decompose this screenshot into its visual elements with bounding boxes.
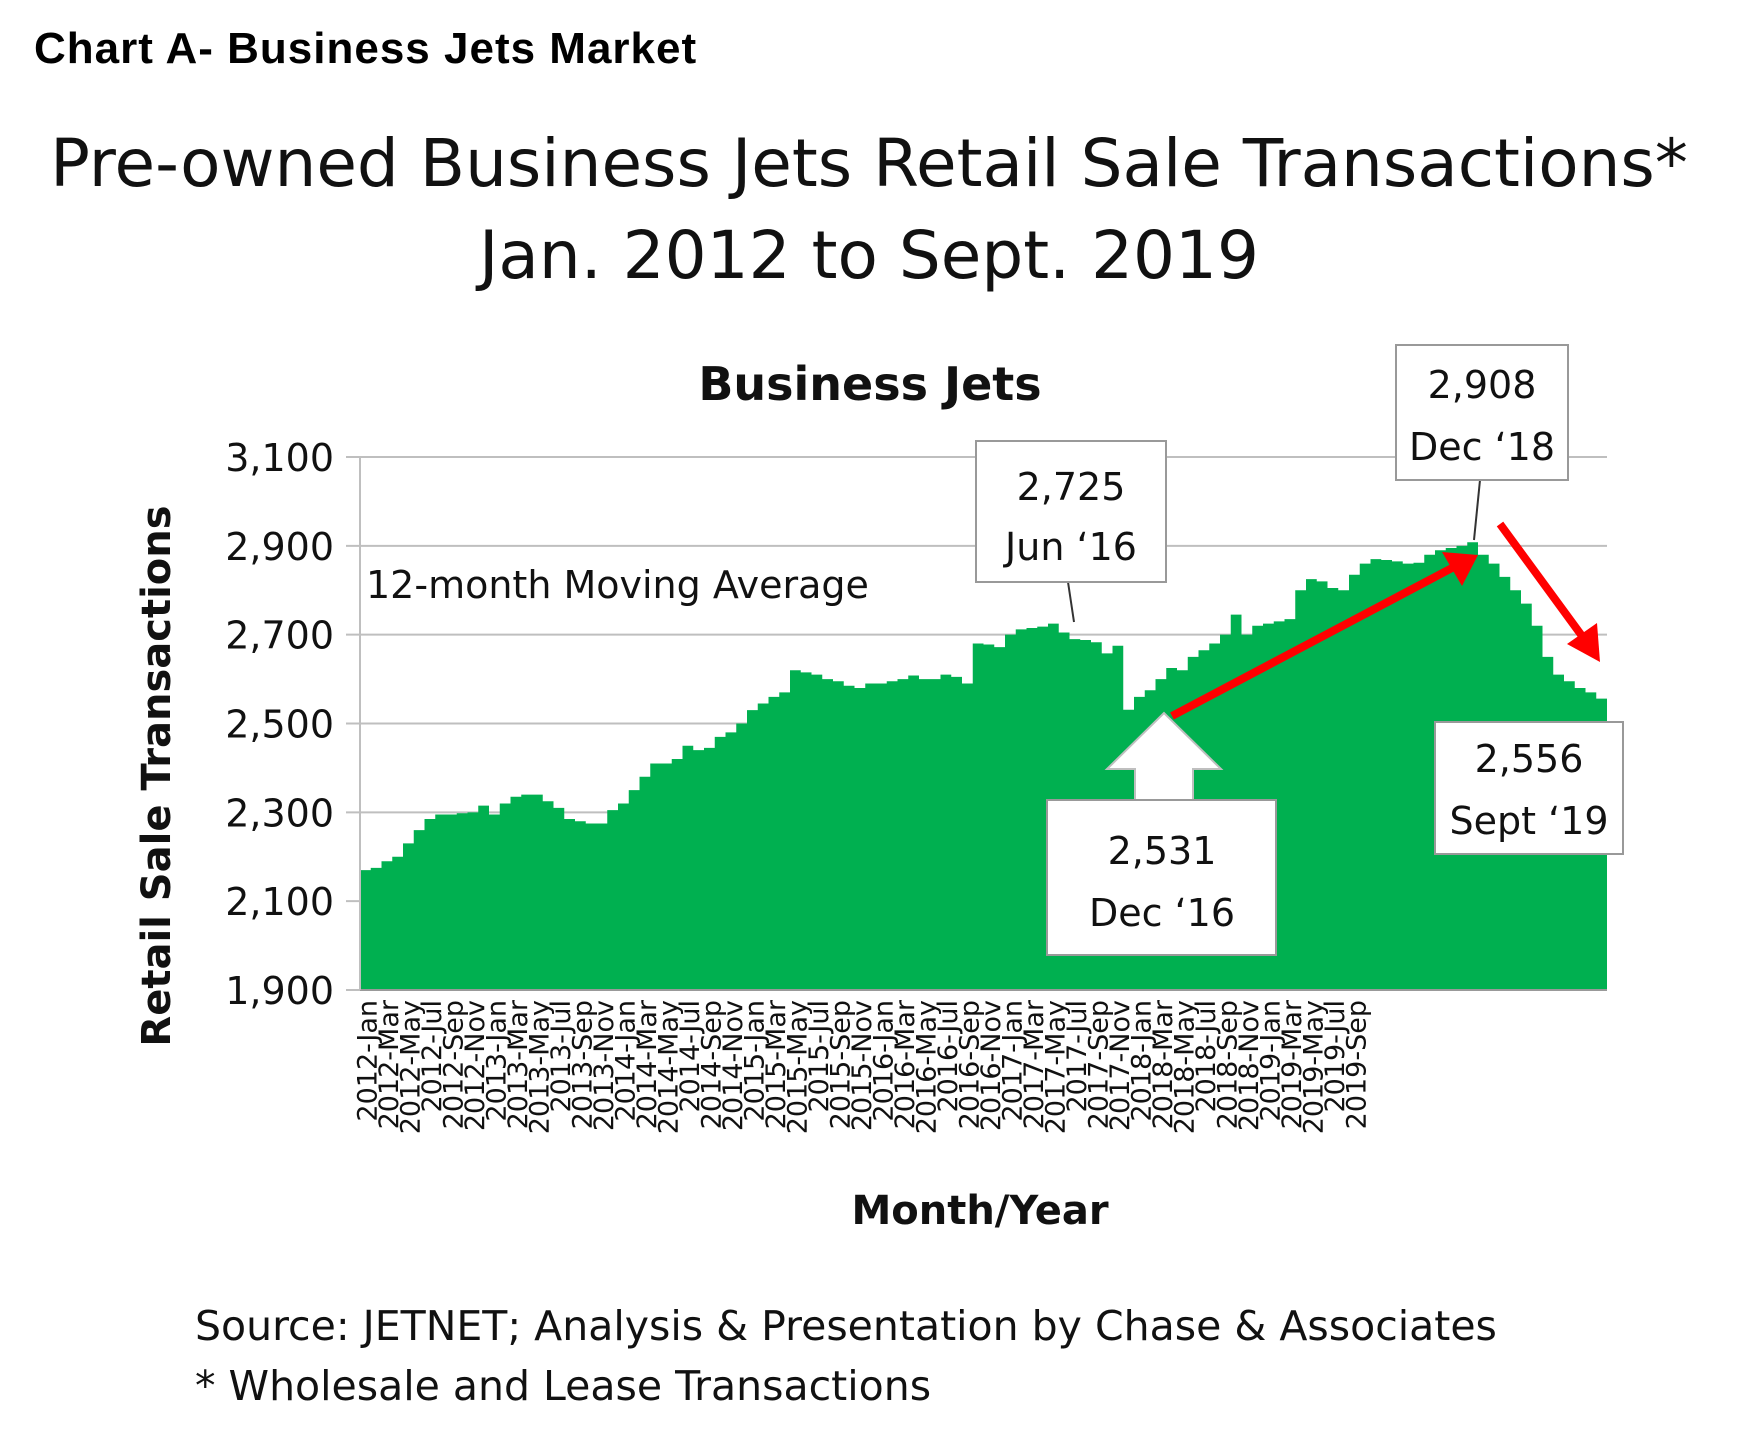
x-tick-label: 2012-Jul <box>417 1000 448 1113</box>
x-tick-label: 2019-May <box>1298 1000 1329 1134</box>
page-title: Pre-owned Business Jets Retail Sale Tran… <box>0 118 1738 302</box>
callout-jun-16: 2,725 Jun ‘16 <box>975 440 1167 623</box>
x-tick-label: 2017-Jan <box>997 1000 1028 1122</box>
x-tick-label: 2018-Jul <box>1191 1000 1222 1113</box>
x-tick-label: 2019-Jul <box>1320 1000 1351 1113</box>
x-tick-label: 2019-Jan <box>1255 1000 1286 1122</box>
x-tick-label: 2016-Mar <box>890 999 921 1129</box>
callout-sept-19: 2,556 Sept ‘19 <box>1434 721 1624 855</box>
x-tick-label: 2012-Jan <box>352 1000 383 1122</box>
x-tick-label: 2015-Jan <box>739 1000 770 1122</box>
moving-average-label: 12-month Moving Average <box>366 563 869 607</box>
x-tick-label: 2019-Sep <box>1341 1000 1372 1129</box>
x-tick-label: 2017-Nov <box>1105 1000 1136 1131</box>
falling-trend-arrow <box>1496 521 1600 662</box>
x-tick-label: 2017-May <box>1040 1000 1071 1134</box>
x-tick-label: 2017-Sep <box>1083 1000 1114 1129</box>
x-tick-label: 2013-Jul <box>546 1000 577 1113</box>
title-line-2: Jan. 2012 to Sept. 2019 <box>478 217 1260 294</box>
callout-jun-16-label: Jun ‘16 <box>1003 525 1137 569</box>
x-tick-label: 2014-Jan <box>610 1000 641 1122</box>
y-tick-labels: 1,900 2,100 2,300 2,500 2,700 2,900 3,100 <box>225 436 334 1013</box>
x-tick-label: 2014-May <box>653 1000 684 1134</box>
callout-dec-18: 2,908 Dec ‘18 <box>1395 344 1569 541</box>
x-tick-label: 2014-Sep <box>696 1000 727 1129</box>
x-tick-label: 2012-Mar <box>374 999 405 1129</box>
callout-dec-16-label: Dec ‘16 <box>1089 891 1235 935</box>
x-tick-label: 2016-Jan <box>868 1000 899 1122</box>
x-tick-label: 2013-May <box>524 1000 555 1134</box>
callout-sept-19-label: Sept ‘19 <box>1449 799 1608 843</box>
rising-trend-arrow <box>1170 552 1478 720</box>
x-tick-label: 2014-Nov <box>718 1000 749 1131</box>
x-tick-label: 2017-Mar <box>1019 999 1050 1129</box>
y-tick-label: 2,100 <box>225 880 334 924</box>
x-axis-label: Month/Year <box>851 1188 1108 1234</box>
moving-average-area <box>360 542 1607 990</box>
chart-title: Business Jets <box>698 357 1041 411</box>
x-tick-label: 2018-Mar <box>1148 999 1179 1129</box>
x-tick-label: 2012-May <box>395 1000 426 1134</box>
callout-dec-16: 2,531 Dec ‘16 <box>1046 799 1277 956</box>
x-tick-label: 2019-Mar <box>1277 999 1308 1129</box>
callout-sept-19-value: 2,556 <box>1475 737 1584 781</box>
x-tick-label: 2012-Sep <box>438 1000 469 1129</box>
y-tick-label: 2,700 <box>225 614 334 658</box>
x-tick-label: 2015-Sep <box>825 1000 856 1129</box>
x-tick-label: 2016-Jul <box>933 1000 964 1113</box>
x-tick-label: 2015-Jul <box>804 1000 835 1113</box>
x-tick-labels: 2012-Jan2012-Mar2012-May2012-Jul2012-Sep… <box>352 999 1372 1134</box>
callout-jun-16-value: 2,725 <box>1017 465 1126 509</box>
x-tick-label: 2015-May <box>782 1000 813 1134</box>
x-tick-label: 2014-Jul <box>675 1000 706 1113</box>
callout-dec-18-label: Dec ‘18 <box>1409 425 1555 469</box>
callout-dec-18-value: 2,908 <box>1428 363 1537 407</box>
chart-label: Chart A- Business Jets Market <box>34 24 698 73</box>
x-tick-label: 2017-Jul <box>1062 1000 1093 1113</box>
note-line: * Wholesale and Lease Transactions <box>195 1362 932 1410</box>
x-tick-label: 2013-Jan <box>481 1000 512 1122</box>
x-tick-label: 2013-Mar <box>503 999 534 1129</box>
axes <box>359 457 1607 991</box>
x-tick-label: 2014-Mar <box>632 999 663 1129</box>
x-tick-label: 2016-Sep <box>954 1000 985 1129</box>
source-footnote: Source: JETNET; Analysis & Presentation … <box>195 1296 1497 1416</box>
x-tick-label: 2016-May <box>911 1000 942 1134</box>
x-tick-label: 2012-Nov <box>460 1000 491 1131</box>
title-line-1: Pre-owned Business Jets Retail Sale Tran… <box>50 125 1688 202</box>
y-tick-label: 3,100 <box>225 436 334 480</box>
x-tick-label: 2013-Nov <box>589 1000 620 1131</box>
y-tick-label: 2,500 <box>225 703 334 747</box>
x-tick-label: 2015-Nov <box>847 1000 878 1131</box>
x-tick-label: 2018-Sep <box>1212 1000 1243 1129</box>
x-tick-label: 2018-May <box>1169 1000 1200 1134</box>
y-tick-label: 1,900 <box>225 969 334 1013</box>
x-tick-label: 2015-Mar <box>761 999 792 1129</box>
callout-dec-16-value: 2,531 <box>1108 829 1217 873</box>
source-line: Source: JETNET; Analysis & Presentation … <box>195 1302 1497 1350</box>
x-tick-label: 2016-Nov <box>976 1000 1007 1131</box>
y-tick-label: 2,300 <box>225 791 334 835</box>
y-axis-label: Retail Sale Transactions <box>134 505 180 1046</box>
x-tick-label: 2018-Jan <box>1126 1000 1157 1122</box>
y-tick-label: 2,900 <box>225 525 334 569</box>
x-tick-label: 2013-Sep <box>567 1000 598 1129</box>
x-tick-label: 2018-Nov <box>1234 1000 1265 1131</box>
